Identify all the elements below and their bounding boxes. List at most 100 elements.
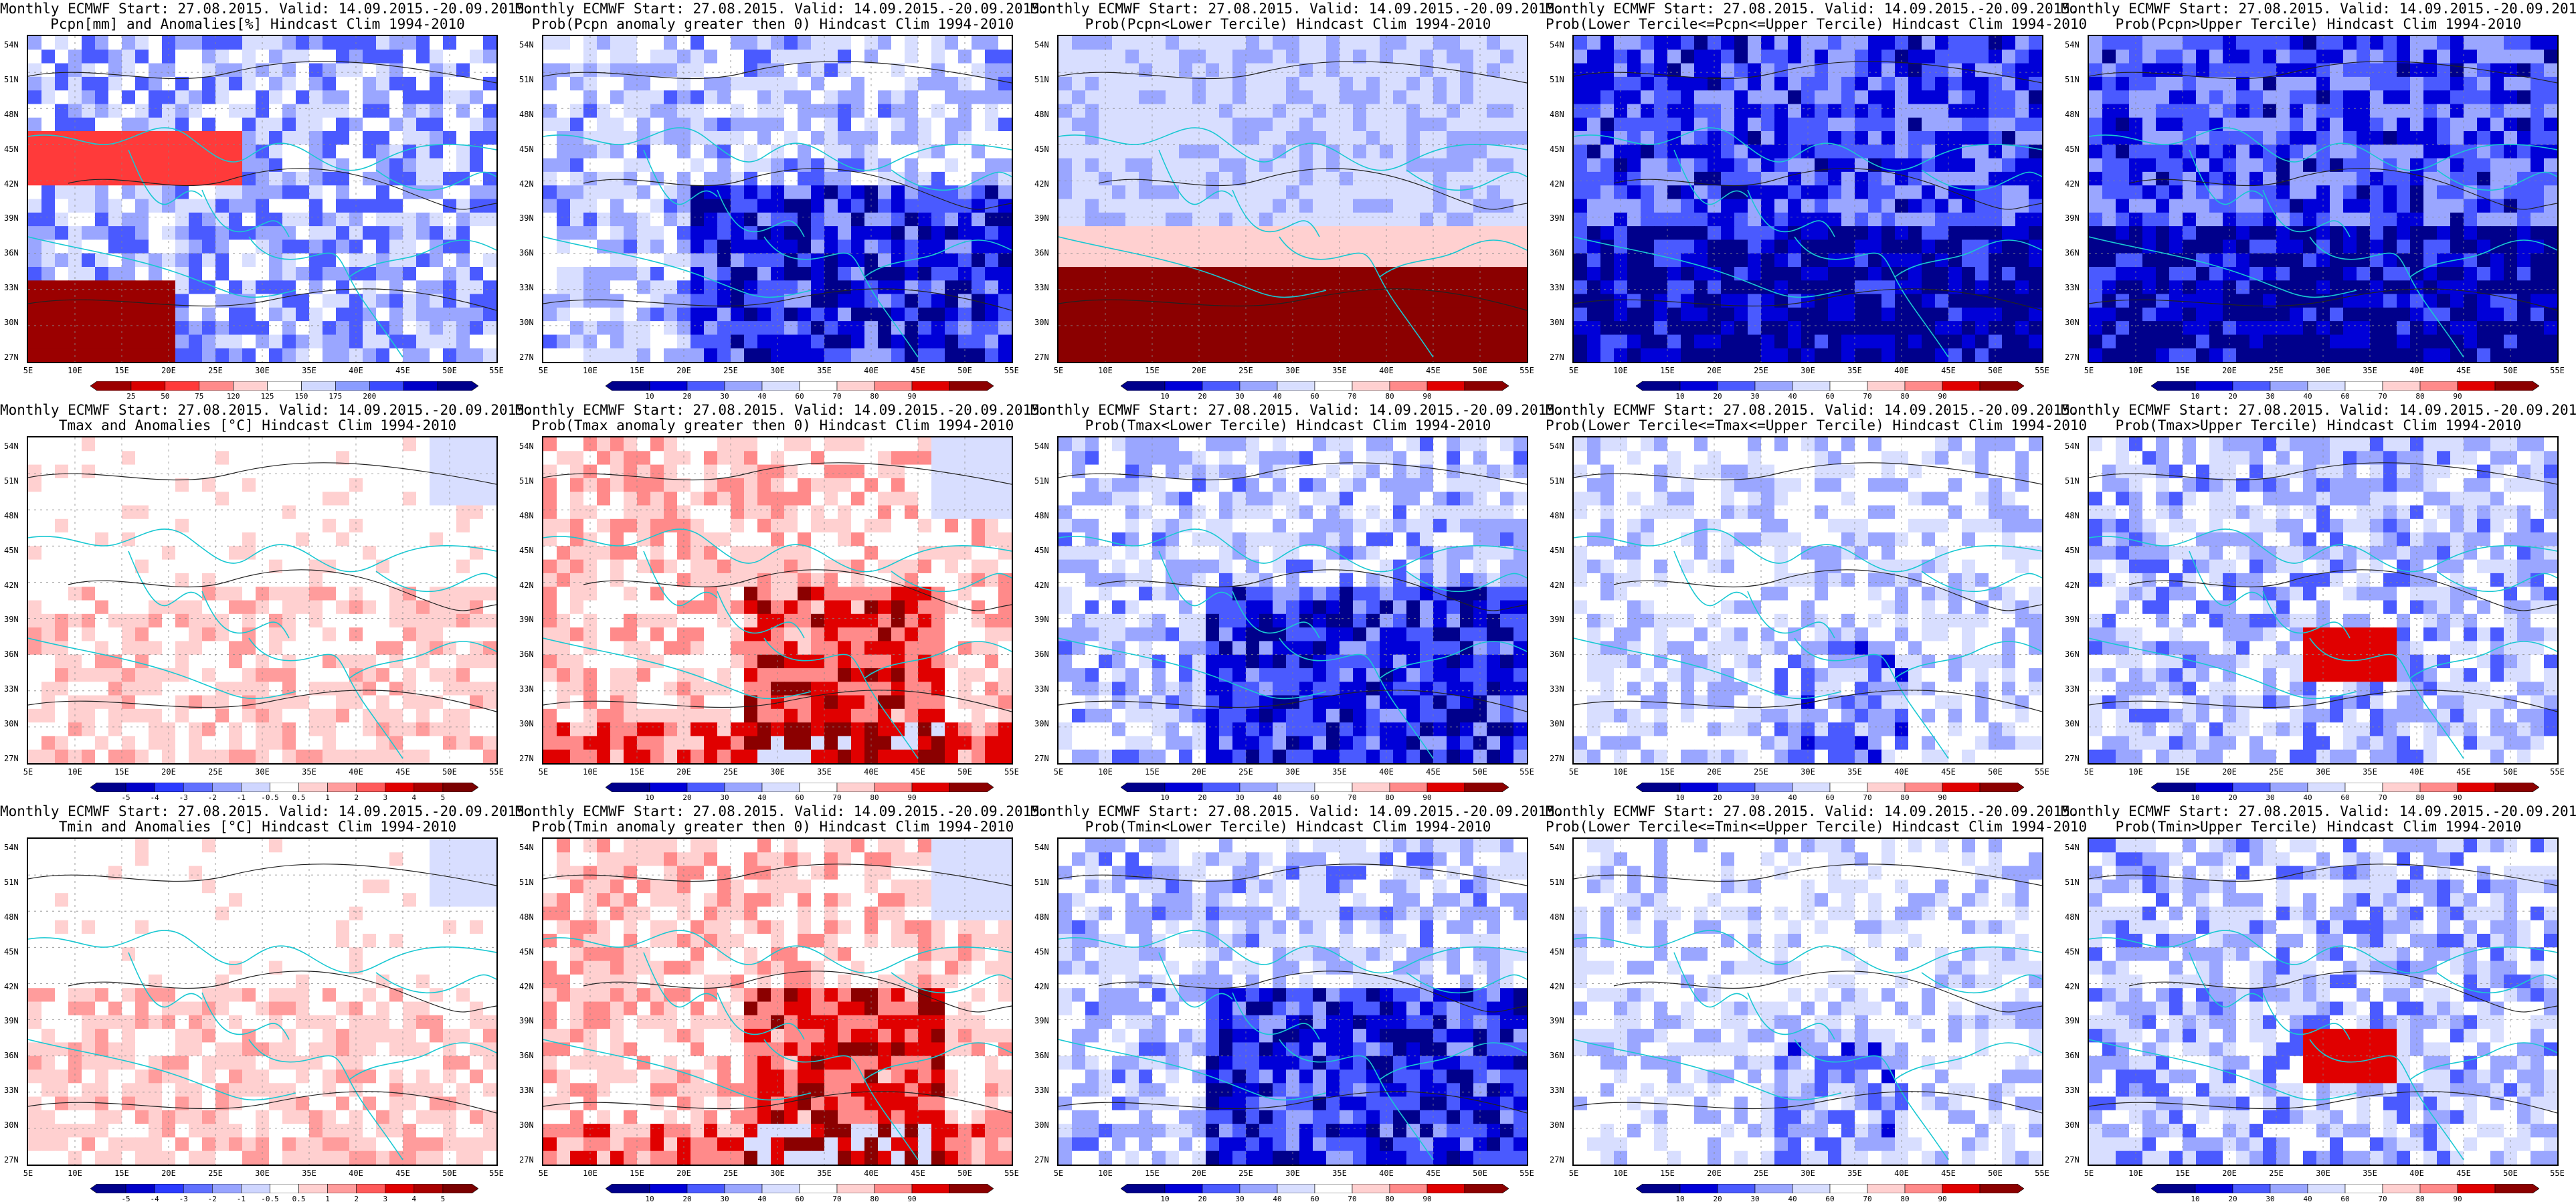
longitude-tick-label: 10E [1613,1169,1628,1178]
colorbar-swatch [724,1184,763,1193]
latitude-tick-label: 54N [1034,40,1049,49]
map-field [1059,437,1527,763]
latitude-tick-label: 42N [2065,179,2080,189]
colorbar-swatch [686,381,725,391]
colorbar-label: 20 [682,793,692,802]
panel-title-line1: Monthly ECMWF Start: 27.08.2015. Valid: … [1030,803,1564,819]
longitude-tick-label: 35E [2363,1169,2377,1178]
colorbar-label: 50 [161,392,170,401]
panel-title-line2: Prob(Tmin anomaly greater then 0) Hindca… [531,819,1014,835]
longitude-tick-label: 15E [1660,1169,1675,1178]
colorbar-label: 10 [1160,793,1170,802]
colorbar-swatch [1277,381,1315,391]
latitude-tick-label: 51N [1034,74,1049,84]
colorbar-label: 10 [2191,1195,2200,1203]
map-area [27,837,498,1166]
colorbar [606,1184,994,1193]
longitude-tick-label: 40E [349,767,363,777]
panel-title-line1: Monthly ECMWF Start: 27.08.2015. Valid: … [2061,1,2576,17]
panel-title-line2: Prob(Pcpn<Lower Tercile) Hindcast Clim 1… [1085,16,1491,32]
latitude-tick-label: 33N [1550,1086,1564,1096]
colorbar-swatch [2195,381,2233,391]
colorbar-swatch [606,783,650,792]
longitude-tick-label: 55E [1520,1169,1534,1178]
colorbar-swatch [241,1184,270,1193]
longitude-tick-label: 35E [302,1169,316,1178]
map-field [1574,36,2042,362]
longitude-tick-label: 5E [1053,366,1064,375]
longitude-tick-label: 45E [1941,1169,1956,1178]
colorbar-swatch [2270,381,2308,391]
colorbar-label: 120 [226,392,240,401]
longitude-tick-label: 15E [630,1169,644,1178]
colorbar-swatch [369,381,404,391]
latitude-tick-label: 54N [519,441,534,451]
latitude-tick-label: 33N [4,283,19,293]
latitude-tick-label: 54N [1550,441,1564,451]
colorbar-swatch [2494,1184,2539,1193]
colorbar [1121,381,1509,391]
colorbar-swatch [327,783,357,792]
panel-title-line2: Tmin and Anomalies [°C] Hindcast Clim 19… [58,819,457,835]
colorbar-label: 20 [682,392,692,401]
latitude-tick-label: 48N [519,912,534,922]
colorbar-label: 30 [2266,793,2275,802]
colorbar-label: 30 [720,793,729,802]
map-area [542,35,1013,363]
colorbar-label: 20 [1198,1195,1207,1203]
latitude-tick-label: 48N [1034,510,1049,520]
panel-title-line1: Monthly ECMWF Start: 27.08.2015. Valid: … [0,402,533,418]
latitude-tick-label: 36N [4,1051,19,1061]
colorbar-swatch [1717,783,1756,792]
longitude-tick-label: 55E [2550,1169,2565,1178]
colorbar-swatch [911,381,950,391]
latitude-tick-label: 39N [519,213,534,223]
colorbar [606,381,994,391]
map-area [27,35,498,363]
colorbar-label: 90 [1422,1195,1432,1203]
panel-title-line1: Monthly ECMWF Start: 27.08.2015. Valid: … [1546,1,2079,17]
longitude-tick-label: 20E [676,1169,691,1178]
latitude-tick-label: 33N [4,684,19,694]
colorbar-label: 125 [260,392,274,401]
colorbar-label: 25 [126,392,136,401]
colorbar-swatch [385,1184,415,1193]
colorbar-swatch [2232,783,2271,792]
longitude-tick-label: 35E [817,366,832,375]
colorbar-swatch [1352,381,1390,391]
map-area [542,837,1013,1166]
colorbar-swatch [183,783,213,792]
colorbar-label: -4 [150,1195,159,1203]
latitude-tick-label: 51N [4,74,19,84]
longitude-tick-label: 40E [1894,1169,1909,1178]
colorbar-swatch [1202,381,1240,391]
colorbar-label: 80 [1900,793,1910,802]
colorbar-label: 0.5 [292,793,306,802]
colorbar-label: 40 [1273,1195,1282,1203]
colorbar-swatch [1636,1184,1681,1193]
colorbar-swatch [2457,783,2496,792]
colorbar-swatch [327,1184,357,1193]
longitude-tick-label: 25E [1754,1169,1768,1178]
map-panel: Monthly ECMWF Start: 27.08.2015. Valid: … [1546,401,2087,803]
longitude-tick-label: 30E [770,366,785,375]
latitude-tick-label: 45N [2065,946,2080,957]
longitude-tick-label: 50E [2503,767,2518,777]
colorbar-label: 70 [1348,1195,1357,1203]
longitude-tick-label: 5E [23,767,33,777]
latitude-tick-label: 51N [519,877,534,887]
colorbar-swatch [2344,1184,2383,1193]
colorbar-swatch [686,783,725,792]
colorbar-swatch [1121,783,1166,792]
longitude-tick-label: 25E [208,1169,223,1178]
colorbar-label: 80 [1900,1195,1910,1203]
colorbar-swatch [1904,1184,1943,1193]
colorbar-label: 90 [907,1195,917,1203]
longitude-tick-label: 10E [1098,366,1113,375]
colorbar-swatch [1867,1184,1906,1193]
latitude-tick-label: 48N [1550,109,1564,119]
longitude-tick-label: 50E [1473,767,1487,777]
longitude-tick-label: 55E [1520,366,1534,375]
latitude-tick-label: 48N [1034,109,1049,119]
longitude-tick-label: 35E [1332,1169,1347,1178]
